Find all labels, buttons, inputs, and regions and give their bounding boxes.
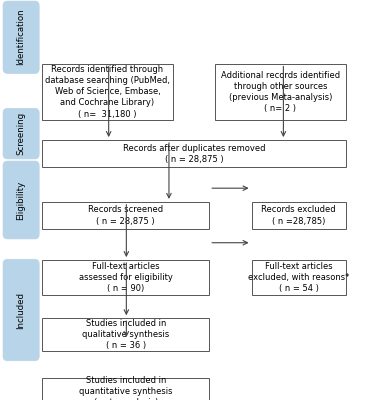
- FancyBboxPatch shape: [42, 318, 209, 351]
- FancyBboxPatch shape: [3, 1, 39, 74]
- Text: Additional records identified
through other sources
(previous Meta-analysis)
( n: Additional records identified through ot…: [221, 71, 340, 113]
- FancyBboxPatch shape: [42, 378, 209, 400]
- Text: Studies included in
quantitative synthesis
(meta-analysis)
( n = 36 ): Studies included in quantitative synthes…: [79, 376, 172, 400]
- Text: Studies included in
qualitative synthesis
( n = 36 ): Studies included in qualitative synthesi…: [82, 319, 169, 350]
- FancyBboxPatch shape: [42, 260, 209, 294]
- Text: Full-text articles
excluded, with reasons*
( n = 54 ): Full-text articles excluded, with reason…: [248, 262, 349, 293]
- Text: Eligibility: Eligibility: [17, 180, 26, 220]
- FancyBboxPatch shape: [215, 64, 346, 120]
- FancyBboxPatch shape: [252, 202, 346, 229]
- FancyBboxPatch shape: [252, 260, 346, 294]
- Text: Records screened
( n = 28,875 ): Records screened ( n = 28,875 ): [88, 206, 163, 226]
- FancyBboxPatch shape: [3, 108, 39, 159]
- Text: Screening: Screening: [17, 112, 26, 155]
- Text: Identification: Identification: [17, 9, 26, 66]
- Text: Records identified through
database searching (PubMed,
Web of Science, Embase,
a: Records identified through database sear…: [45, 65, 170, 118]
- Text: Records after duplicates removed
( n = 28,875 ): Records after duplicates removed ( n = 2…: [122, 144, 265, 164]
- FancyBboxPatch shape: [3, 259, 39, 361]
- FancyBboxPatch shape: [3, 161, 39, 239]
- Text: Included: Included: [17, 292, 26, 329]
- FancyBboxPatch shape: [42, 140, 346, 167]
- Text: Full-text articles
assessed for eligibility
( n = 90): Full-text articles assessed for eligibil…: [79, 262, 173, 293]
- Text: Records excluded
( n =28,785): Records excluded ( n =28,785): [261, 206, 336, 226]
- FancyBboxPatch shape: [42, 64, 173, 120]
- FancyBboxPatch shape: [42, 202, 209, 229]
